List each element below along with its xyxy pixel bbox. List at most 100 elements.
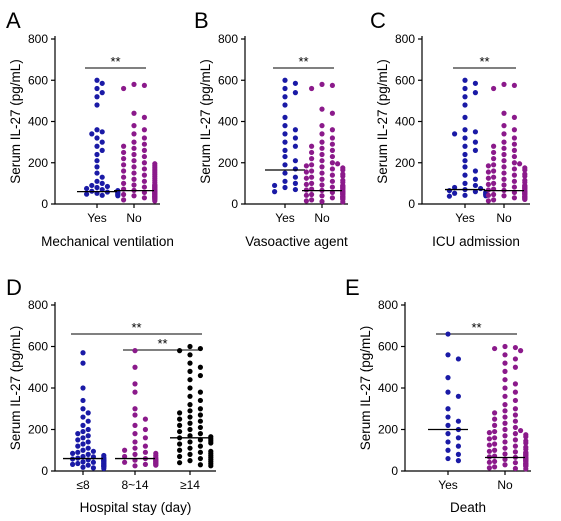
data-point [511,114,517,120]
data-point [445,406,451,412]
data-point [518,348,524,354]
data-point [99,139,105,145]
data-point [486,459,492,465]
data-point [121,149,127,156]
data-point [319,139,325,145]
data-point [502,377,508,383]
data-point [319,170,325,176]
data-point [455,458,461,464]
data-point [511,166,517,172]
data-point [197,424,203,431]
data-point [319,164,325,170]
data-point [512,356,519,362]
x-tick-label: ≤8 [76,478,90,492]
panel-b: B 0 200 400 600 800 Serum IL-27 (pg/mL) Yes No Va… [194,8,348,249]
y-tick-label: 200 [28,156,48,170]
data-point [491,143,497,149]
data-point [462,172,468,178]
data-point [492,464,498,470]
data-point [187,458,193,464]
data-point [99,180,105,186]
data-point [70,461,76,467]
data-point [511,160,517,166]
data-point [80,406,86,412]
data-point [132,364,138,370]
y-axis-title: Serum IL-27 (pg/mL) [8,326,23,451]
data-point [319,176,325,182]
data-point [197,364,203,370]
data-point [141,127,147,133]
data-point [491,174,497,180]
data-point [131,176,137,182]
data-point [455,451,461,457]
x-tick-label: No [314,211,330,225]
data-point [512,418,519,424]
data-point [282,102,288,108]
panel-letter: D [6,275,22,300]
data-point [131,145,137,151]
data-point [177,453,183,460]
panel-d: D 0 200 400 600 800 Serum IL-27 (pg/mL) ≤8 8~14 ≥… [6,275,216,515]
data-point [70,450,76,456]
data-point [187,426,193,433]
data-point [329,147,335,153]
x-tick-label: Yes [455,211,475,225]
data-point [502,439,508,445]
data-point [197,455,203,462]
data-point [452,184,458,191]
data-point [502,451,508,457]
data-point [478,185,484,192]
data-point [523,466,529,472]
data-point [282,77,288,83]
y-tick-label: 0 [231,197,238,211]
data-point [502,393,508,399]
data-point [101,465,107,472]
y-axis-title: Serum IL-27 (pg/mL) [375,59,390,184]
data-point [84,191,90,197]
data-point [131,193,137,199]
data-point [309,168,315,174]
data-point [472,80,478,86]
data-point [486,465,492,471]
data-point [472,189,478,195]
data-point [272,182,278,189]
data-point [187,433,193,439]
data-point [80,422,86,428]
data-point [501,110,507,116]
data-point [319,193,325,199]
data-point [197,345,203,352]
data-point [309,191,315,198]
data-point [121,197,127,203]
data-point [492,422,498,428]
data-point [512,412,519,418]
data-point [122,447,128,453]
data-point [455,356,461,362]
data-point [282,85,288,92]
data-point [329,172,335,178]
data-point [131,123,137,129]
data-point [141,153,147,160]
data-point [319,151,325,158]
data-point [142,449,148,455]
data-point [131,131,137,137]
panel-letter: E [345,275,360,300]
y-tick-label: 600 [218,73,238,87]
data-point [187,408,193,414]
significance-label: ** [298,54,308,69]
data-point [292,174,298,180]
data-point [142,426,148,433]
data-point [501,81,507,87]
y-tick-label: 800 [395,32,415,46]
data-point [141,82,147,89]
data-point [462,127,468,133]
data-point [94,135,100,141]
panel-letter: A [6,8,21,33]
data-point [75,437,81,443]
data-point [121,174,127,180]
data-point [132,431,138,437]
data-point [445,414,451,420]
data-point [340,173,346,179]
data-point [485,169,491,175]
data-point [122,459,128,465]
